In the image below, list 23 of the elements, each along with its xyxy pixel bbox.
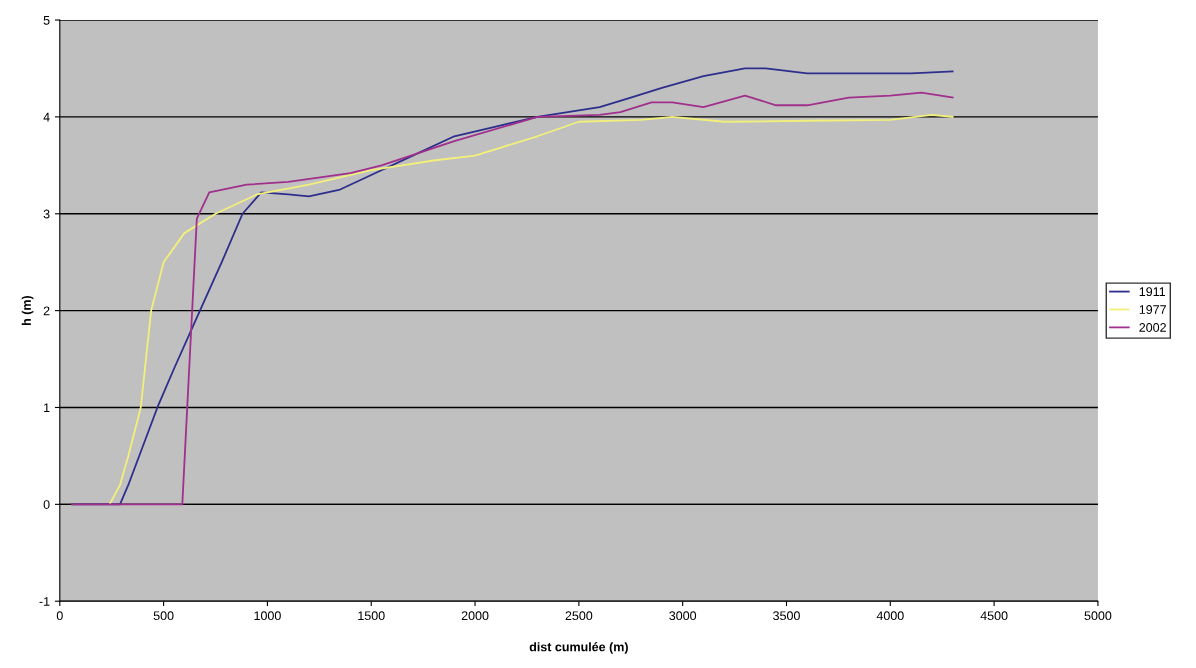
y-axis-title: h (m) bbox=[21, 295, 34, 326]
x-tick-label: 3000 bbox=[669, 611, 697, 621]
x-tick-label: 500 bbox=[153, 611, 174, 621]
legend-label: 2002 bbox=[1139, 323, 1166, 332]
x-tick-label: 4000 bbox=[876, 611, 904, 621]
x-tick-label: 1000 bbox=[254, 611, 281, 621]
y-tick-label: 2 bbox=[43, 306, 50, 316]
x-tick-label: 2500 bbox=[565, 611, 593, 621]
y-tick-label: 0 bbox=[43, 500, 50, 509]
x-tick-label: 0 bbox=[56, 611, 63, 621]
y-tick-label: -1 bbox=[39, 597, 50, 606]
y-tick-label: 3 bbox=[43, 209, 50, 219]
x-tick-label: 4500 bbox=[980, 611, 1008, 621]
x-tick-label: 3500 bbox=[773, 611, 800, 621]
x-tick-label: 1500 bbox=[358, 611, 385, 621]
x-tick-label: 5000 bbox=[1084, 611, 1112, 621]
legend-label: 1977 bbox=[1139, 305, 1166, 314]
y-tick-label: 5 bbox=[43, 15, 50, 25]
legend-label: 1911 bbox=[1139, 287, 1166, 297]
y-tick-label: 4 bbox=[43, 112, 50, 122]
y-tick-label: 1 bbox=[44, 403, 50, 413]
x-tick-label: 2000 bbox=[461, 611, 489, 621]
x-axis-title: dist cumulée (m) bbox=[529, 642, 628, 654]
